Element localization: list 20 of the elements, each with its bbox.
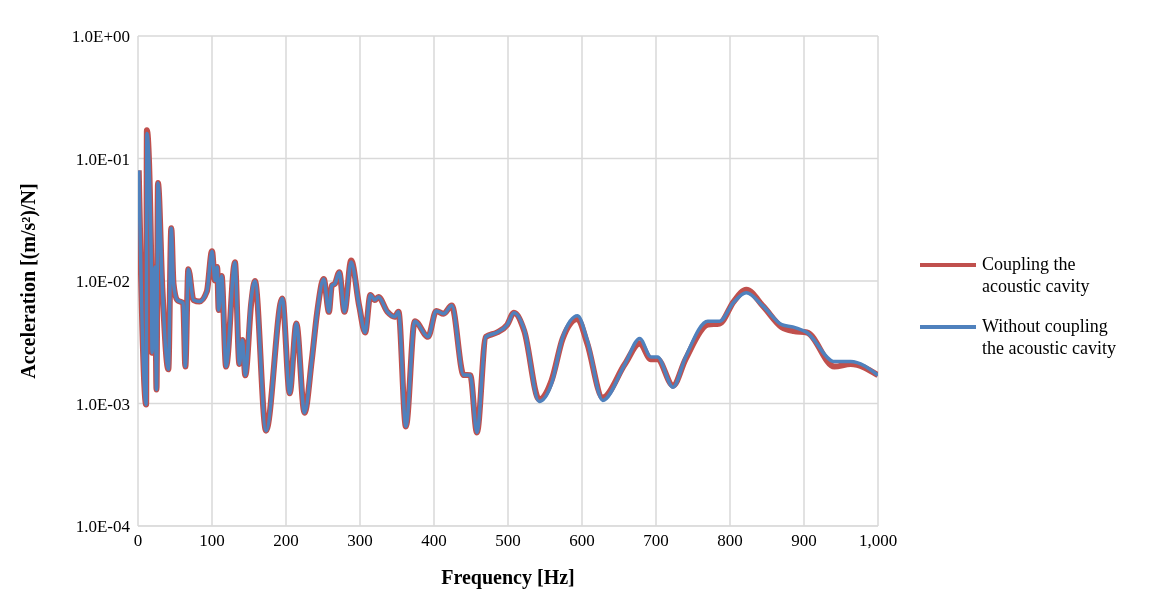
y-tick-label: 1.0E-04 (75, 517, 131, 537)
x-axis-title: Frequency [Hz] (441, 566, 575, 589)
y-tick-label: 1.0E-01 (75, 149, 130, 169)
x-tick-label: 900 (791, 531, 817, 551)
x-tick-label: 1,000 (858, 531, 898, 551)
x-tick-label: 0 (133, 531, 143, 551)
x-tick-label: 800 (717, 531, 743, 551)
x-tick-label: 300 (347, 531, 373, 551)
y-tick-label: 1.0E-02 (75, 272, 130, 292)
x-tick-label: 200 (273, 531, 299, 551)
y-tick-label: 1.0E+00 (71, 27, 130, 47)
legend-label: Coupling the acoustic cavity (982, 253, 1091, 297)
x-tick-label: 600 (569, 531, 595, 551)
x-tick-label: 700 (643, 531, 669, 551)
legend-label: Without coupling the acoustic cavity (982, 315, 1117, 359)
y-tick-label: 1.0E-03 (75, 394, 130, 414)
x-tick-label: 100 (199, 531, 225, 551)
y-axis-title: Acceleration [(m/s²)/N] (17, 183, 41, 379)
x-tick-label: 500 (495, 531, 521, 551)
x-tick-label: 400 (421, 531, 447, 551)
